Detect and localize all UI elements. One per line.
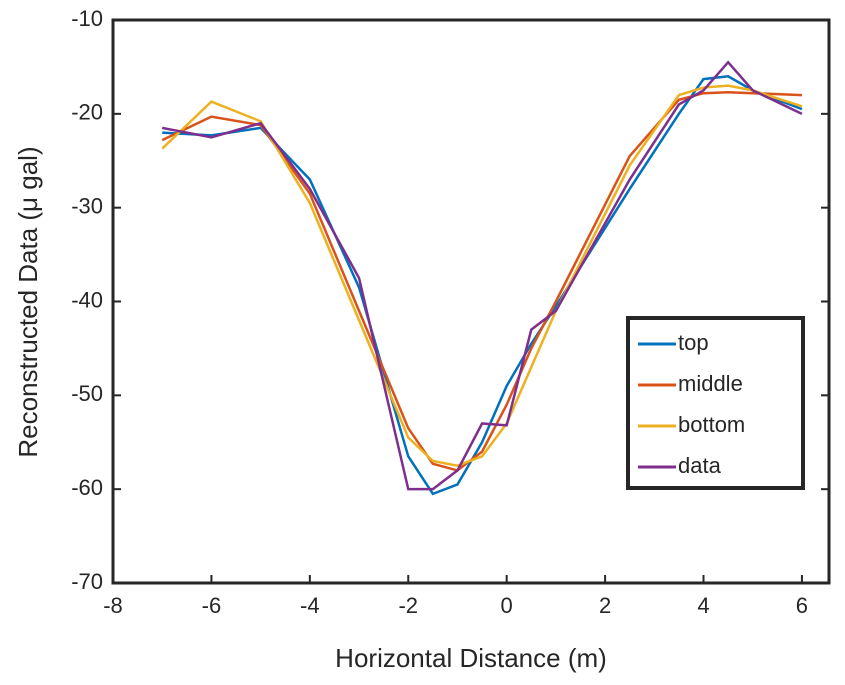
legend-label: bottom: [678, 412, 745, 437]
y-tick-label: -10: [71, 6, 103, 31]
x-tick-label: -8: [103, 593, 123, 618]
legend-label: data: [678, 453, 722, 478]
x-tick-label: -4: [300, 593, 320, 618]
x-axis-label: Horizontal Distance (m): [335, 643, 607, 673]
legend-label: middle: [678, 371, 743, 396]
legend-label: top: [678, 330, 709, 355]
y-tick-label: -40: [71, 287, 103, 312]
y-tick-label: -50: [71, 381, 103, 406]
y-axis-label: Reconstructed Data (μ gal): [13, 146, 43, 457]
x-tick-label: -2: [398, 593, 418, 618]
x-tick-label: -6: [202, 593, 222, 618]
x-tick-label: 6: [796, 593, 808, 618]
y-tick-label: -20: [71, 100, 103, 125]
x-tick-label: 2: [599, 593, 611, 618]
line-series: [162, 75, 803, 496]
legend-box: [626, 316, 805, 490]
y-tick-label: -30: [71, 193, 103, 218]
line-series: [161, 91, 802, 472]
y-tick-label: -70: [71, 569, 103, 594]
y-tick-label: -60: [71, 475, 103, 500]
line-series: [161, 60, 803, 491]
x-tick-label: 4: [697, 593, 709, 618]
x-tick-label: 0: [501, 593, 513, 618]
plot-frame: [111, 18, 831, 585]
